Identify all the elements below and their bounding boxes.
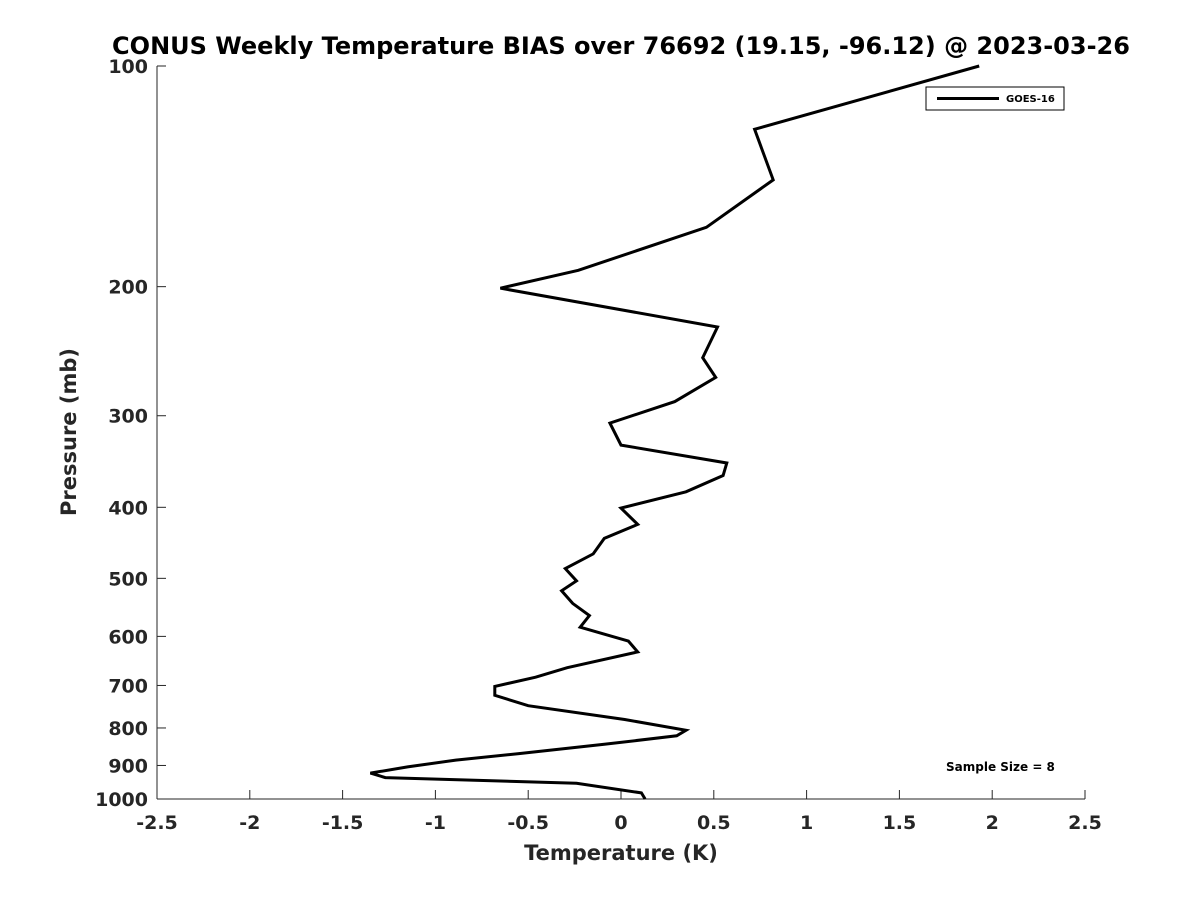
x-tick-label: 2.5: [1068, 812, 1102, 834]
y-tick-label: 1000: [95, 789, 148, 811]
y-axis-ticks: 100 200 300 400 500 600 700 800 900 1000: [95, 56, 166, 811]
y-tick-label: 300: [108, 406, 148, 428]
y-tick-label: 700: [108, 675, 148, 697]
plot-axes: [156, 66, 1085, 800]
legend: GOES-16: [925, 86, 1065, 111]
x-tick-label: 1: [800, 812, 813, 834]
x-tick-label: -2.5: [136, 812, 178, 834]
chart-title: CONUS Weekly Temperature BIAS over 76692…: [112, 32, 1130, 60]
x-axis-ticks: -2.5 -2 -1.5 -1 -0.5 0 0.5 1 1.5 2 2.5: [136, 790, 1102, 834]
x-tick-label: 0.5: [697, 812, 731, 834]
x-axis-label: Temperature (K): [524, 841, 718, 865]
x-tick-label: -1: [425, 812, 446, 834]
x-tick-label: -2: [239, 812, 260, 834]
x-tick-label: -0.5: [507, 812, 549, 834]
series-line-goes16: [369, 64, 980, 800]
y-axis-label: Pressure (mb): [57, 348, 81, 516]
legend-entry-goes16: GOES-16: [1006, 94, 1055, 105]
y-tick-label: 100: [108, 56, 148, 78]
y-tick-label: 200: [108, 277, 148, 299]
y-tick-label: 400: [108, 497, 148, 519]
y-tick-label: 800: [108, 718, 148, 740]
x-tick-label: 1.5: [883, 812, 917, 834]
x-tick-label: 0: [614, 812, 627, 834]
x-tick-label: 2: [986, 812, 999, 834]
sample-size-annotation: Sample Size = 8: [946, 760, 1055, 774]
x-tick-label: -1.5: [322, 812, 364, 834]
y-tick-label: 900: [108, 755, 148, 777]
y-tick-label: 600: [108, 626, 148, 648]
y-tick-label: 500: [108, 568, 148, 590]
